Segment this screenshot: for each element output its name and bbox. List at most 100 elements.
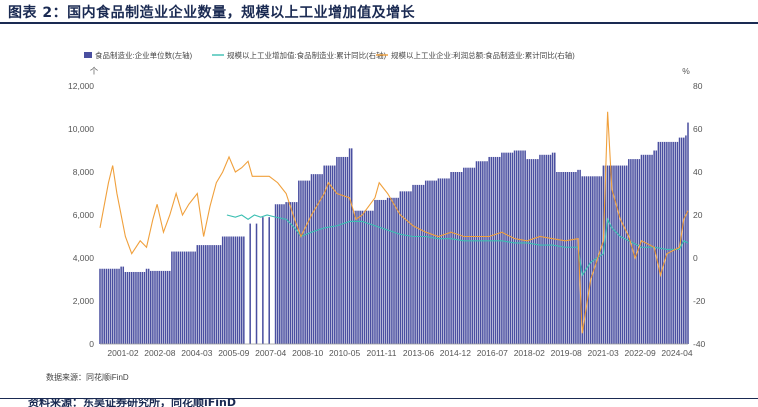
bar xyxy=(321,174,323,344)
bar xyxy=(511,152,514,344)
bar xyxy=(114,268,116,344)
bar xyxy=(539,154,541,344)
bar xyxy=(424,180,427,344)
bar xyxy=(192,251,194,344)
bar xyxy=(135,271,137,344)
bar xyxy=(615,165,617,344)
bar xyxy=(416,184,419,344)
x-tick-label: 2022-09 xyxy=(624,348,655,358)
right-tick-label: 0 xyxy=(693,253,698,263)
bar xyxy=(152,270,154,344)
x-tick-label: 2021-03 xyxy=(587,348,618,358)
bar xyxy=(405,191,408,344)
bar xyxy=(412,184,414,344)
bar xyxy=(439,178,442,344)
bar xyxy=(164,270,167,344)
bar xyxy=(608,165,611,344)
bar xyxy=(240,236,243,344)
bar xyxy=(668,141,670,344)
bar xyxy=(418,184,421,344)
bar xyxy=(613,165,615,344)
bar xyxy=(346,156,349,344)
bar xyxy=(530,159,533,344)
bar xyxy=(592,176,594,344)
bar xyxy=(528,159,531,344)
bar xyxy=(467,167,469,344)
x-tick-label: 2004-03 xyxy=(181,348,212,358)
x-tick-label: 2005-09 xyxy=(218,348,249,358)
bar xyxy=(183,251,186,344)
bar xyxy=(198,245,201,344)
bar xyxy=(372,210,374,344)
bar xyxy=(427,180,429,344)
x-tick-label: 2011-11 xyxy=(367,348,397,358)
bar xyxy=(452,172,454,344)
bar xyxy=(302,180,304,344)
bar xyxy=(433,180,435,344)
bar xyxy=(279,204,281,344)
bar xyxy=(534,159,537,344)
bar xyxy=(209,245,211,344)
bar xyxy=(217,245,220,344)
bar xyxy=(477,161,480,344)
x-tick-label: 2008-10 xyxy=(292,348,323,358)
right-tick-label: -40 xyxy=(693,339,706,349)
bar xyxy=(293,202,296,344)
bar xyxy=(450,172,452,344)
bar xyxy=(623,165,626,344)
bar xyxy=(179,251,182,344)
bar xyxy=(230,236,232,344)
bar xyxy=(382,199,385,344)
bar xyxy=(454,172,457,344)
bar xyxy=(196,245,199,344)
bar xyxy=(205,245,207,344)
legend-label: 规模以上工业增加值:食品制造业:累计同比(右轴) xyxy=(227,50,387,60)
bar xyxy=(130,271,133,344)
bar xyxy=(429,180,431,344)
bar xyxy=(160,270,163,344)
bar xyxy=(441,178,444,344)
bar xyxy=(606,165,609,344)
bar xyxy=(348,148,351,344)
bar xyxy=(154,270,156,344)
bar xyxy=(376,199,378,344)
bar xyxy=(670,141,672,344)
bar xyxy=(435,180,438,344)
bar xyxy=(594,176,596,344)
bar xyxy=(496,156,499,344)
bar xyxy=(587,176,590,344)
bar xyxy=(463,167,465,344)
bar xyxy=(448,178,450,344)
bar xyxy=(361,210,364,344)
bar xyxy=(621,165,624,344)
bar xyxy=(570,172,573,344)
bar xyxy=(200,245,203,344)
bar xyxy=(255,223,258,344)
bar xyxy=(393,197,395,344)
bar xyxy=(283,204,285,344)
bar xyxy=(403,191,406,344)
bar xyxy=(589,176,592,344)
bar xyxy=(579,169,581,344)
bar xyxy=(422,184,425,344)
x-tick-label: 2010-05 xyxy=(329,348,360,358)
bar xyxy=(306,180,309,344)
bar xyxy=(456,172,459,344)
bar xyxy=(166,270,169,344)
bar xyxy=(410,191,412,344)
left-tick-label: 2,000 xyxy=(73,296,95,306)
bar xyxy=(490,156,493,344)
bar xyxy=(323,165,325,344)
bar xyxy=(359,210,361,344)
bar xyxy=(162,270,165,344)
bar xyxy=(353,210,355,344)
bar xyxy=(171,251,173,344)
bar xyxy=(173,251,175,344)
bar xyxy=(177,251,180,344)
bar xyxy=(602,165,605,344)
bar xyxy=(329,165,332,344)
x-tick-label: 2013-06 xyxy=(403,348,434,358)
source-note: 数据来源：同花顺iFinD xyxy=(46,373,129,382)
bar xyxy=(188,251,190,344)
bar xyxy=(446,178,448,344)
